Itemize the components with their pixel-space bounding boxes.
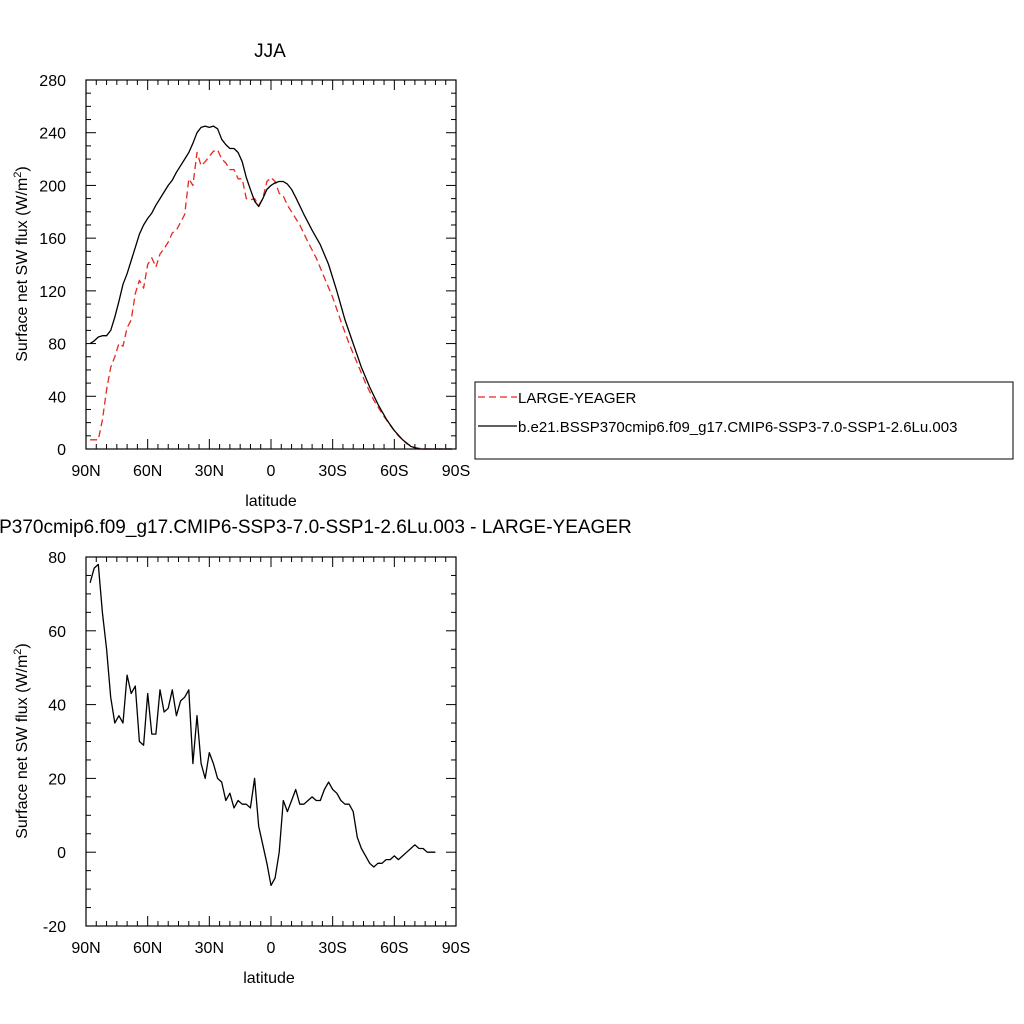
chart1-y-tick-label: 80 bbox=[48, 337, 66, 354]
legend-box bbox=[474, 381, 1014, 460]
chart1-x-tick-label: 60N bbox=[133, 463, 162, 480]
chart2-y-tick-label: 60 bbox=[48, 624, 66, 641]
chart2-plot-frame bbox=[85, 556, 457, 927]
chart2-y-tick-label: 0 bbox=[57, 845, 66, 862]
chart1-x-tick-label: 30S bbox=[318, 463, 346, 480]
chart2-series-line-0 bbox=[89, 563, 436, 887]
chart2-x-tick-label: 90N bbox=[71, 940, 100, 957]
chart1-y-tick-label: 0 bbox=[57, 442, 66, 459]
chart1-y-tick-label: 40 bbox=[48, 389, 66, 406]
chart2-ticks: 90N 60N 30N 0 30S 60S 90S -20 0 20 40 60 80 bbox=[43, 550, 470, 957]
chart1-x-tick-label: 90N bbox=[71, 463, 100, 480]
chart1-legend: LARGE-YEAGER b.e21.BSSP370cmip6.f09_g17.… bbox=[474, 381, 1014, 460]
chart1-x-tick-label: 30N bbox=[195, 463, 224, 480]
chart2-x-tick-label: 60S bbox=[380, 940, 408, 957]
legend-label-bssp370: b.e21.BSSP370cmip6.f09_g17.CMIP6-SSP3-7.… bbox=[518, 419, 957, 436]
chart1-lines bbox=[89, 125, 452, 450]
chart1-title: JJA bbox=[254, 41, 286, 62]
chart2-x-axis-label: latitude bbox=[243, 970, 295, 987]
chart2-y-axis-label: Surface net SW flux (W/m2) bbox=[12, 643, 31, 839]
chart1-x-tick-label: 0 bbox=[267, 463, 276, 480]
chart1-plot-frame bbox=[85, 79, 457, 450]
chart2-x-tick-label: 30N bbox=[195, 940, 224, 957]
chart2-x-tick-label: 30S bbox=[318, 940, 346, 957]
chart2-lines bbox=[89, 563, 436, 887]
chart1-x-tick-label: 90S bbox=[442, 463, 470, 480]
chart2-x-tick-label: 60N bbox=[133, 940, 162, 957]
chart1-series-line-0 bbox=[90, 149, 452, 450]
chart2-y-tick-label: -20 bbox=[43, 919, 66, 936]
chart2-y-tick-label: 80 bbox=[48, 550, 66, 567]
chart2-x-tick-label: 0 bbox=[267, 940, 276, 957]
chart1-series-line-1 bbox=[89, 125, 452, 450]
chart1-ticks: 90N 60N 30N 0 30S 60S 90S 0 40 80 120 160 200 240 280 bbox=[39, 73, 470, 480]
chart1-y-tick-label: 200 bbox=[39, 178, 66, 195]
chart1-y-axis-label: Surface net SW flux (W/m2) bbox=[12, 166, 31, 362]
chart2-title: b.e21.BSSP370cmip6.f09_g17.CMIP6-SSP3-7.… bbox=[0, 517, 632, 538]
chart1-y-tick-label: 120 bbox=[39, 284, 66, 301]
chart2-y-tick-label: 40 bbox=[48, 698, 66, 715]
chart1-x-axis-label: latitude bbox=[245, 493, 297, 510]
chart1-y-tick-label: 280 bbox=[39, 73, 66, 90]
chart1-y-tick-label: 160 bbox=[39, 231, 66, 248]
chart1-y-tick-label: 240 bbox=[39, 126, 66, 143]
chart2-x-tick-label: 90S bbox=[442, 940, 470, 957]
legend-label-large-yeager: LARGE-YEAGER bbox=[518, 390, 637, 407]
chart2-y-tick-label: 20 bbox=[48, 771, 66, 788]
chart1-x-tick-label: 60S bbox=[380, 463, 408, 480]
